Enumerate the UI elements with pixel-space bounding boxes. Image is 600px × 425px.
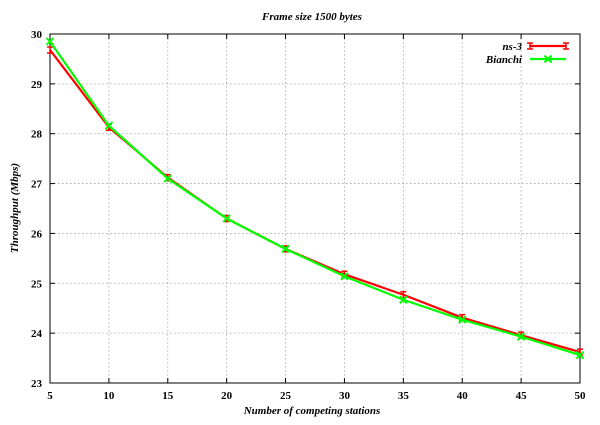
y-tick-label: 28 bbox=[31, 129, 43, 141]
x-tick-label: 25 bbox=[280, 390, 292, 402]
plot-border bbox=[49, 33, 581, 384]
x-tick-label: 45 bbox=[516, 390, 528, 402]
series-layer bbox=[45, 37, 585, 360]
y-tick-label: 24 bbox=[31, 328, 43, 340]
x-tick-label: 50 bbox=[575, 390, 587, 402]
x-tick-label: 15 bbox=[162, 390, 174, 402]
data-point-bianchi bbox=[281, 244, 290, 254]
y-tick-label: 26 bbox=[31, 228, 43, 240]
series-line-ns-3 bbox=[49, 49, 581, 354]
plot-frame bbox=[49, 33, 581, 384]
data-point-bianchi bbox=[45, 37, 55, 46]
y-tick-label: 27 bbox=[31, 179, 43, 191]
data-point-bianchi bbox=[399, 295, 408, 304]
y-axis-label: Throughput (Mbps) bbox=[9, 163, 21, 253]
data-point-bianchi bbox=[575, 350, 585, 360]
x-tick-label: 10 bbox=[103, 390, 115, 402]
grid-layer bbox=[50, 34, 580, 383]
x-tick-label: 5 bbox=[47, 390, 53, 402]
legend-marker-ns-3 bbox=[563, 42, 569, 50]
series-line-bianchi bbox=[49, 40, 581, 357]
data-point-bianchi bbox=[104, 121, 114, 130]
data-point-bianchi bbox=[516, 332, 526, 341]
legend-marker-ns-3 bbox=[527, 42, 533, 50]
y-tick-label: 30 bbox=[31, 29, 43, 41]
ticks-layer: 5 10 15 20 25 30 35 40 45 50 23 24 25 26 27 28 29 30 bbox=[31, 29, 586, 402]
data-point-bianchi bbox=[222, 214, 231, 223]
data-point-ns-3 bbox=[47, 46, 53, 54]
x-axis-label: Number of competing stations bbox=[243, 405, 381, 417]
x-tick-label: 40 bbox=[457, 390, 469, 402]
x-tick-label: 35 bbox=[398, 390, 410, 402]
y-tick-label: 29 bbox=[31, 79, 43, 91]
series-ns-3 bbox=[47, 46, 583, 356]
data-point-bianchi bbox=[163, 174, 172, 183]
legend-label-ns-3: ns-3 bbox=[502, 41, 522, 53]
x-tick-label: 20 bbox=[221, 390, 233, 402]
series-bianchi bbox=[45, 37, 585, 360]
legend-marker-bianchi bbox=[543, 54, 553, 64]
y-tick-label: 25 bbox=[31, 278, 43, 290]
data-point-bianchi bbox=[458, 315, 467, 324]
data-point-bianchi bbox=[340, 272, 349, 281]
y-tick-label: 23 bbox=[31, 378, 43, 390]
legend-label-bianchi: Bianchi bbox=[485, 54, 523, 66]
chart-title: Frame size 1500 bytes bbox=[261, 11, 362, 23]
x-tick-label: 30 bbox=[339, 390, 351, 402]
